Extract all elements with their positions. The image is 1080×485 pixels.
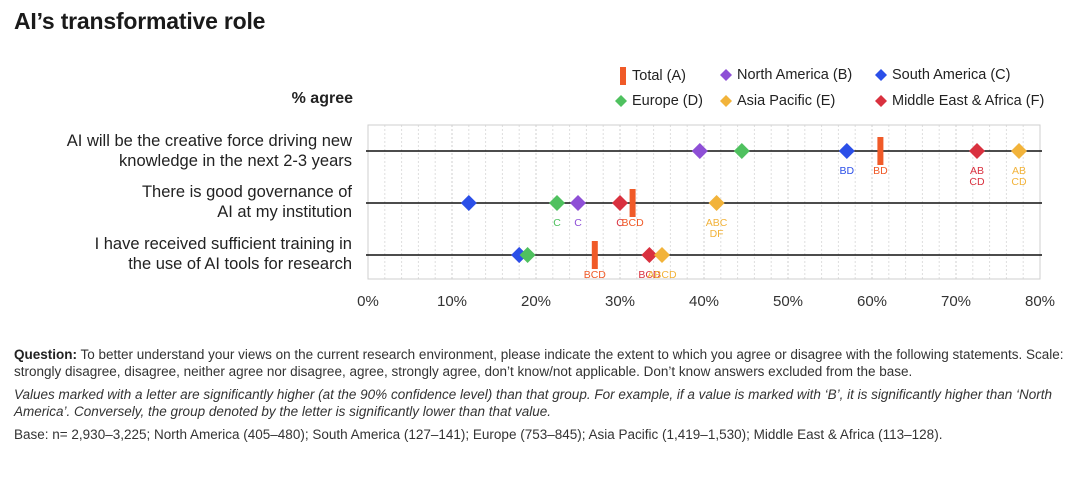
base-note: Base: n= 2,930–3,225; North America (405… [14, 427, 943, 442]
row-label-line: There is good governance of [141, 183, 352, 201]
x-tick-label: 40% [689, 293, 719, 310]
legend-label-asia-pacific: Asia Pacific (E) [737, 93, 836, 109]
x-tick-label: 20% [521, 293, 551, 310]
diamond-marker-eu [549, 195, 565, 211]
legend-label-north-america: North America (B) [737, 67, 853, 83]
diamond-marker-na [570, 195, 586, 211]
diamond-marker-sa [838, 143, 855, 159]
significance-label: C [574, 217, 582, 229]
legend-item-south-america: South America (C) [874, 67, 1010, 83]
legend-item-europe: Europe (D) [614, 93, 703, 109]
legend-label-middle-east-africa: Middle East & Africa (F) [892, 93, 1045, 109]
significance-label: BD [840, 165, 855, 177]
diamond-marker-sa [511, 247, 528, 263]
legend-label-europe: Europe (D) [632, 93, 703, 109]
diamond-marker-eu [519, 247, 536, 263]
diamond-marker-ap [1011, 143, 1027, 159]
x-tick-label: 70% [941, 293, 971, 310]
significance-label: BCD [638, 269, 661, 281]
diamond-marker-na [691, 143, 708, 159]
significance-label: C [616, 217, 624, 229]
x-tick-label: 50% [773, 293, 803, 310]
row-label-creative-force: AI will be the creative force driving ne… [20, 131, 352, 171]
total-marker [877, 137, 884, 165]
significance-label: BCD [584, 269, 607, 281]
legend-item-total: Total (A) [618, 67, 686, 85]
row-label-training: I have received sufficient training in t… [20, 234, 352, 274]
legend-marker-asia-pacific [720, 95, 732, 107]
significance-label: ABCD [647, 269, 677, 281]
row-label-line: AI will be the creative force driving ne… [66, 132, 352, 150]
question-note: Question: To better understand your view… [14, 346, 1064, 380]
diamond-marker-ap [654, 247, 670, 263]
legend-item-north-america: North America (B) [719, 67, 852, 83]
legend-label-south-america: South America (C) [892, 67, 1011, 83]
row-label-line: AI at my institution [217, 203, 352, 221]
row-label-line: the use of AI tools for research [128, 255, 352, 273]
x-tick-label: 60% [857, 293, 887, 310]
x-tick-label: 0% [357, 293, 379, 310]
x-tick-label: 10% [437, 293, 467, 310]
question-text: To better understand your views on the c… [14, 347, 1064, 379]
legend-marker-total [620, 67, 626, 85]
diamond-marker-mea [969, 143, 985, 159]
diamond-marker-eu [733, 143, 750, 159]
significance-label: BD [873, 165, 888, 177]
question-label: Question: [14, 347, 77, 362]
plot-frame [367, 124, 1041, 280]
significance-label: CD [969, 176, 985, 188]
legend-marker-north-america [720, 69, 732, 81]
legend-marker-europe [615, 95, 627, 107]
significance-label: C [553, 217, 561, 229]
chart-title: AI’s transformative role [14, 8, 266, 34]
row-label-line: I have received sufficient training in [94, 235, 352, 253]
row-label-governance: There is good governance of AI at my ins… [20, 182, 352, 222]
row-label-line: knowledge in the next 2-3 years [119, 152, 352, 170]
significance-label: AB [970, 165, 984, 177]
x-tick-label: 30% [605, 293, 635, 310]
diamond-marker-ap [708, 195, 725, 211]
significance-label: BCD [622, 217, 645, 229]
legend-item-middle-east-africa: Middle East & Africa (F) [874, 93, 1044, 109]
total-marker [591, 241, 598, 269]
legend-marker-south-america [875, 69, 887, 81]
legend-label-total: Total (A) [632, 68, 686, 84]
y-axis-title: % agree [291, 90, 353, 107]
significance-note: Values marked with a letter are signific… [14, 387, 1053, 419]
significance-label: ABC [706, 217, 728, 229]
total-marker [629, 189, 636, 217]
legend-item-asia-pacific: Asia Pacific (E) [719, 93, 835, 109]
diamond-marker-mea [612, 195, 628, 211]
diamond-marker-mea [641, 247, 658, 263]
x-tick-label: 80% [1025, 293, 1055, 310]
diamond-marker-sa [460, 195, 477, 211]
significance-label: AB [1012, 165, 1026, 177]
significance-label: CD [1011, 176, 1027, 188]
significance-label: DF [710, 228, 724, 240]
chart-notes: Question: To better understand your view… [14, 346, 1064, 449]
legend-marker-middle-east-africa [875, 95, 887, 107]
